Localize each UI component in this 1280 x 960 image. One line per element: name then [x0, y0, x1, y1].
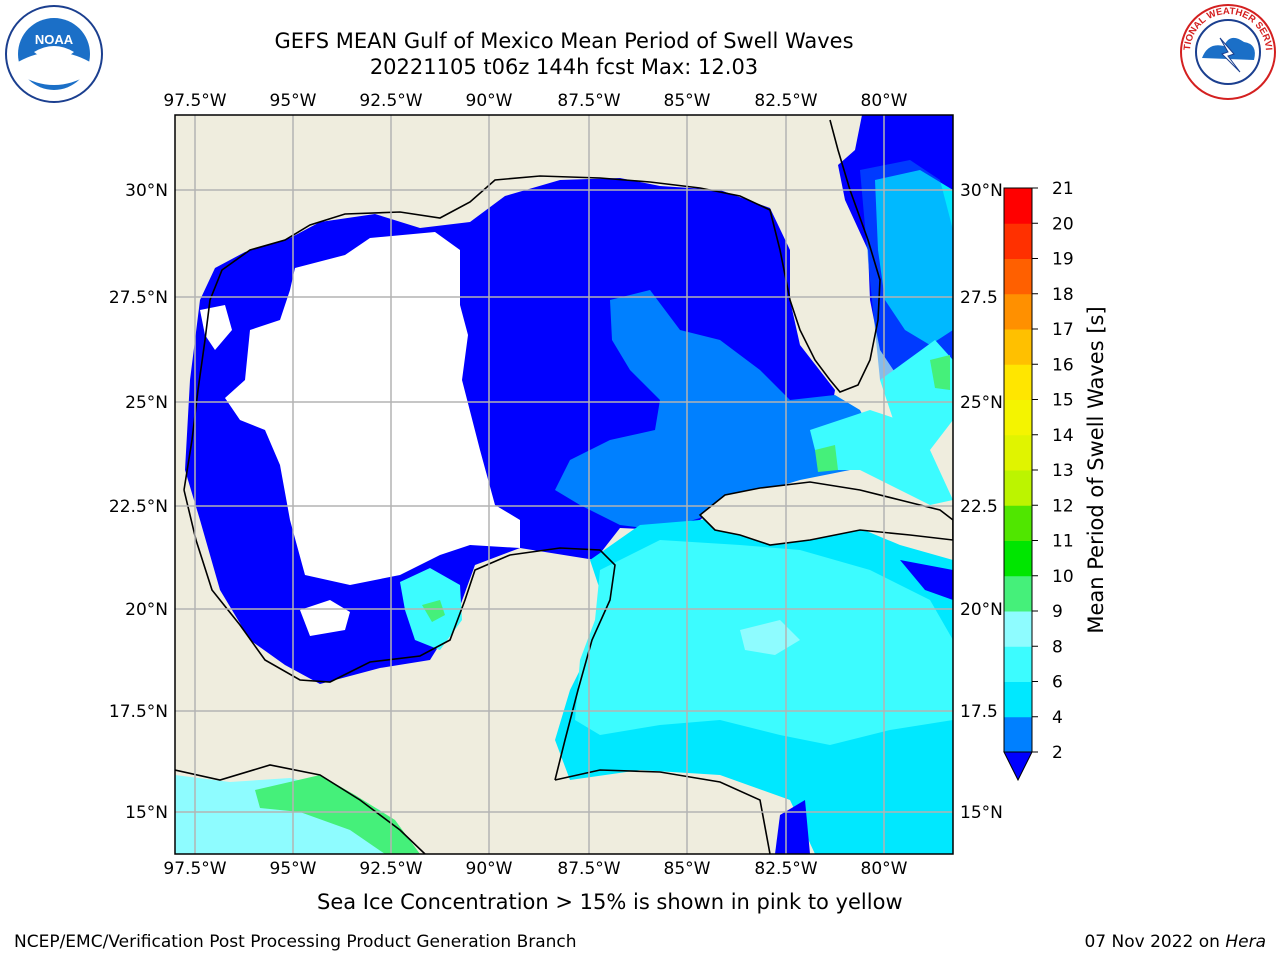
gulf-field-blank [225, 232, 520, 585]
nws-logo: NATIONAL WEATHER SERVICE [1178, 2, 1276, 100]
lat-label-left: 15°N [125, 803, 168, 823]
lat-label-right: 22.5 [960, 497, 998, 517]
colorbar-tick-label: 16 [1052, 355, 1074, 375]
central-america-coast [175, 764, 771, 854]
lat-labels-left: 30°N 27.5°N 25°N 22.5°N 20°N 17.5°N 15°N [109, 181, 168, 823]
gulf-coastline [183, 119, 881, 781]
colorbar-tick-label: 10 [1052, 567, 1074, 587]
colorbar-tick-label: 13 [1052, 461, 1074, 481]
lon-label-top: 87.5°W [557, 91, 620, 111]
lon-label-bottom: 92.5°W [359, 859, 422, 879]
lat-label-left: 22.5°N [109, 497, 168, 517]
pacific-field-core [255, 775, 420, 854]
colorbar-band [1004, 223, 1032, 259]
colorbar-band [1004, 188, 1032, 224]
bahamas-field-core [930, 355, 950, 390]
lon-labels-top: 97.5°W 95°W 92.5°W 90°W 87.5°W 85°W 82.5… [163, 91, 907, 111]
colorbar-tick-label: 15 [1052, 391, 1074, 411]
straits-field [810, 410, 953, 505]
lon-labels-bottom: 97.5°W 95°W 92.5°W 90°W 87.5°W 85°W 82.5… [163, 859, 907, 879]
lon-label-top: 90°W [466, 91, 513, 111]
lon-label-top: 80°W [861, 91, 908, 111]
lat-label-left: 17.5°N [109, 702, 168, 722]
lat-label-right: 20°N [960, 600, 1003, 620]
lon-label-bottom: 80°W [861, 859, 908, 879]
colorbar: 2 4 6 8 9 10 11 12 13 14 15 16 17 18 19 20 21 [1003, 179, 1074, 782]
lon-label-bottom: 85°W [664, 859, 711, 879]
colorbar-tick-label: 17 [1052, 320, 1074, 340]
colorbar-band [1004, 434, 1032, 471]
colorbar-band [1004, 646, 1032, 682]
lon-label-top: 95°W [270, 91, 317, 111]
colorbar-tick-label: 21 [1052, 179, 1074, 199]
lon-label-top: 85°W [664, 91, 711, 111]
lon-label-bottom: 90°W [466, 859, 513, 879]
colorbar-band [1004, 399, 1032, 436]
atlantic-field-mid [875, 170, 953, 345]
lat-label-left: 30°N [125, 181, 168, 201]
colorbar-tick-label: 18 [1052, 285, 1074, 305]
colorbar-band [1004, 540, 1032, 577]
map-frame [174, 114, 954, 855]
caribbean-field-high [740, 620, 800, 655]
caribbean-edge-low-2 [775, 800, 810, 854]
chart-subtitle: 20221105 t06z 144h fcst Max: 12.03 [369, 55, 759, 79]
noaa-logo: NOAA [5, 5, 103, 103]
lat-label-right: 17.5 [960, 702, 998, 722]
lat-label-right: 15°N [960, 803, 1003, 823]
lat-label-left: 27.5°N [109, 288, 168, 308]
colorbar-band [1004, 716, 1032, 753]
gulf-field-2-4 [555, 290, 875, 530]
graticule [175, 115, 953, 854]
noaa-logo-text: NOAA [35, 32, 74, 47]
colorbar-band [1004, 329, 1032, 365]
lat-label-right: 30°N [960, 181, 1003, 201]
colorbar-tick-label: 12 [1052, 496, 1074, 516]
colorbar-tick-label: 6 [1052, 673, 1063, 693]
colorbar-band [1004, 611, 1032, 647]
lat-label-left: 25°N [125, 393, 168, 413]
footer-credit: NCEP/EMC/Verification Post Processing Pr… [14, 932, 577, 952]
lat-label-right: 27.5 [960, 288, 998, 308]
colorbar-tick-label: 19 [1052, 250, 1074, 270]
colorbar-band [1004, 364, 1032, 400]
lon-label-top: 97.5°W [163, 91, 226, 111]
straits-field-core [815, 445, 838, 472]
campeche-field-core [422, 600, 445, 622]
colorbar-band [1004, 681, 1032, 718]
chart-title: GEFS MEAN Gulf of Mexico Mean Period of … [274, 29, 854, 53]
lat-label-right: 25°N [960, 393, 1003, 413]
lat-labels-right: 30°N 27.5 25°N 22.5 20°N 17.5 15°N [960, 181, 1003, 823]
colorbar-tick-label: 9 [1052, 602, 1063, 622]
lon-label-bottom: 97.5°W [163, 859, 226, 879]
colorbar-tick-label: 8 [1052, 637, 1063, 657]
colorbar-under-extend [1003, 751, 1033, 782]
lat-label-left: 20°N [125, 600, 168, 620]
lon-label-bottom: 82.5°W [754, 859, 817, 879]
footer-host: Hera [1225, 932, 1266, 952]
footer-date: 07 Nov 2022 on Hera [1084, 932, 1266, 952]
colorbar-band [1004, 258, 1032, 295]
footer-date-text: 07 Nov 2022 on [1084, 932, 1226, 952]
cuba-coastline [698, 481, 953, 546]
colorbar-tick-label: 2 [1052, 743, 1063, 763]
colorbar-band [1004, 505, 1032, 541]
lon-label-top: 82.5°W [754, 91, 817, 111]
sea-ice-note: Sea Ice Concentration > 15% is shown in … [317, 890, 903, 914]
colorbar-band [1004, 293, 1032, 330]
colorbar-tick-label: 4 [1052, 708, 1063, 728]
colorbar-title: Mean Period of Swell Waves [s] [1084, 306, 1108, 634]
lon-label-bottom: 87.5°W [557, 859, 620, 879]
lon-label-top: 92.5°W [359, 91, 422, 111]
lon-label-bottom: 95°W [270, 859, 317, 879]
colorbar-tick-label: 20 [1052, 214, 1074, 234]
map-plot-area [175, 115, 953, 854]
caribbean-edge-low [900, 560, 953, 600]
colorbar-tick-label: 11 [1052, 532, 1074, 552]
colorbar-tick-label: 14 [1052, 426, 1074, 446]
colorbar-band [1004, 470, 1032, 506]
colorbar-band [1004, 575, 1032, 612]
